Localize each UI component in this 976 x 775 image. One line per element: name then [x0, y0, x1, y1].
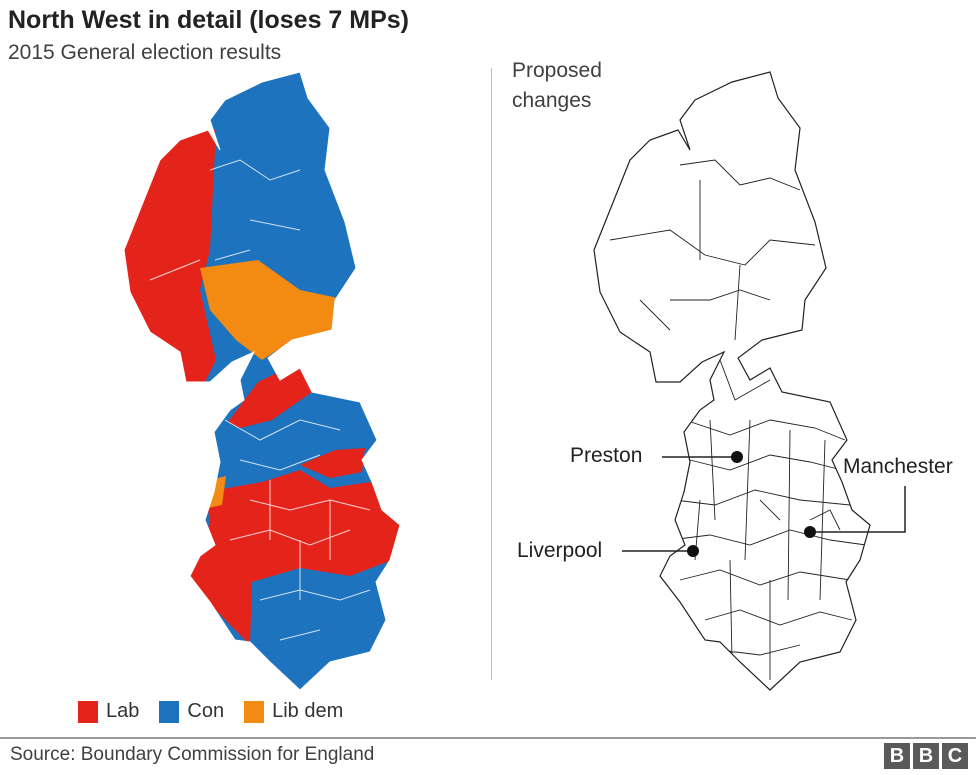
- lab-region-greater-manchester: [188, 470, 400, 645]
- legend-item-lab: Lab: [78, 700, 139, 723]
- city-label-preston: Preston: [570, 444, 643, 467]
- legend-item-libdem: Lib dem: [244, 700, 343, 723]
- city-label-liverpool: Liverpool: [517, 539, 603, 562]
- legend-label: Lib dem: [272, 700, 344, 722]
- manchester-marker: [804, 526, 816, 538]
- logo-letter: C: [942, 743, 968, 769]
- libdem-region-south-lakes: [200, 260, 338, 360]
- liverpool-marker: [687, 545, 699, 557]
- con-swatch: [159, 700, 180, 723]
- proposed-changes-label: Proposed changes: [512, 59, 602, 112]
- divider: [491, 68, 492, 680]
- legend-label: Lab: [106, 700, 140, 722]
- legend: Lab Con Lib dem: [78, 700, 343, 723]
- lab-region-lancashire-east: [300, 448, 365, 478]
- legend-item-con: Con: [159, 700, 224, 723]
- logo-letter: B: [913, 743, 939, 769]
- libdem-swatch: [244, 700, 265, 723]
- page-title: North West in detail (loses 7 MPs): [8, 6, 410, 34]
- bbc-logo: B B C: [884, 743, 968, 769]
- lab-region-lancashire: [228, 362, 312, 428]
- lab-region-west-cumbria: [124, 120, 216, 392]
- city-markers: [622, 451, 906, 557]
- lab-swatch: [78, 700, 98, 723]
- results-map: [123, 71, 401, 691]
- city-label-manchester: Manchester: [843, 455, 953, 478]
- preston-marker: [731, 451, 743, 463]
- source-text: Source: Boundary Commission for England: [10, 744, 375, 765]
- page-subtitle: 2015 General election results: [8, 41, 282, 64]
- legend-label: Con: [187, 700, 225, 722]
- logo-letter: B: [884, 743, 910, 769]
- proposed-map: [593, 71, 871, 691]
- proposed-boundaries: [609, 159, 867, 680]
- con-regions: [124, 72, 400, 690]
- footer-divider: [0, 737, 976, 739]
- constituency-borders: [149, 159, 371, 641]
